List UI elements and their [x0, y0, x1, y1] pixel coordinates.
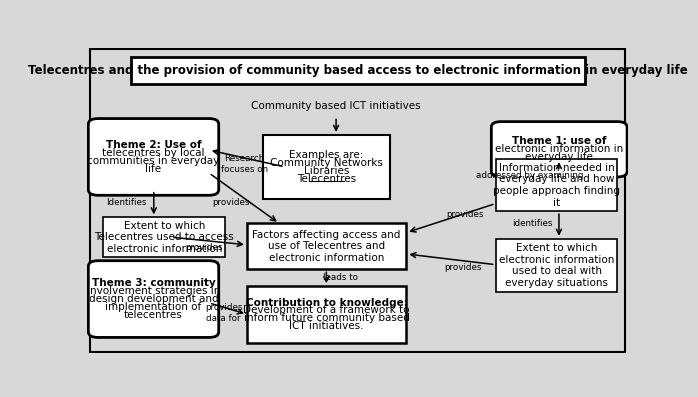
Text: provides
data for: provides data for	[205, 303, 242, 323]
Text: Identifies: Identifies	[106, 198, 147, 207]
Text: Community based ICT initiatives: Community based ICT initiatives	[251, 102, 421, 112]
Text: ICT initiatives.: ICT initiatives.	[290, 321, 364, 331]
Text: Extent to which
Telecentres used to access
electronic information: Extent to which Telecentres used to acce…	[94, 221, 235, 254]
FancyBboxPatch shape	[103, 217, 225, 257]
FancyBboxPatch shape	[247, 286, 406, 343]
Text: telecentres: telecentres	[124, 310, 183, 320]
Text: Contribution to knowledge:: Contribution to knowledge:	[246, 298, 408, 308]
Text: Research
focuses on: Research focuses on	[221, 154, 268, 173]
Text: involvement strategies in: involvement strategies in	[87, 286, 220, 296]
Text: Telecentres: Telecentres	[297, 173, 356, 183]
Text: Information needed in
everyday life and how
people approach finding
it: Information needed in everyday life and …	[493, 163, 620, 208]
Text: Libraries: Libraries	[304, 166, 349, 176]
FancyBboxPatch shape	[496, 239, 618, 292]
Text: Theme 3: community: Theme 3: community	[91, 278, 216, 289]
FancyBboxPatch shape	[263, 135, 390, 199]
FancyBboxPatch shape	[89, 261, 218, 337]
Text: inform future community based: inform future community based	[244, 313, 410, 323]
Text: provides: provides	[446, 210, 484, 219]
Text: provides: provides	[445, 263, 482, 272]
FancyBboxPatch shape	[496, 159, 618, 211]
Text: design development and: design development and	[89, 294, 218, 304]
Text: leads to: leads to	[323, 273, 358, 282]
Text: telecentres by local: telecentres by local	[103, 148, 205, 158]
Text: Community Networks: Community Networks	[270, 158, 383, 168]
Text: everyday life: everyday life	[526, 152, 593, 162]
Text: Extent to which
electronic information
used to deal with
everyday situations: Extent to which electronic information u…	[499, 243, 614, 288]
Text: Examples are:: Examples are:	[290, 150, 364, 160]
Text: provides: provides	[185, 243, 222, 252]
Text: Theme 1: use of: Theme 1: use of	[512, 137, 607, 146]
Text: addressed by examining: addressed by examining	[476, 171, 584, 180]
Text: provides: provides	[212, 198, 249, 206]
Text: Development of a framework to: Development of a framework to	[244, 305, 410, 316]
FancyBboxPatch shape	[491, 121, 627, 177]
Text: communities in everyday: communities in everyday	[87, 156, 220, 166]
FancyBboxPatch shape	[131, 57, 585, 84]
Text: identifies: identifies	[512, 219, 552, 228]
Text: Theme 2: Use of: Theme 2: Use of	[105, 140, 201, 150]
FancyBboxPatch shape	[90, 49, 625, 352]
Text: Factors affecting access and
use of Telecentres and
electronic information: Factors affecting access and use of Tele…	[253, 230, 401, 263]
Text: implementation of: implementation of	[105, 302, 202, 312]
Text: electronic information in: electronic information in	[495, 144, 623, 154]
Text: life: life	[145, 164, 161, 173]
FancyBboxPatch shape	[247, 224, 406, 269]
Text: Telecentres and the provision of community based access to electronic informatio: Telecentres and the provision of communi…	[28, 64, 688, 77]
FancyBboxPatch shape	[89, 119, 218, 195]
